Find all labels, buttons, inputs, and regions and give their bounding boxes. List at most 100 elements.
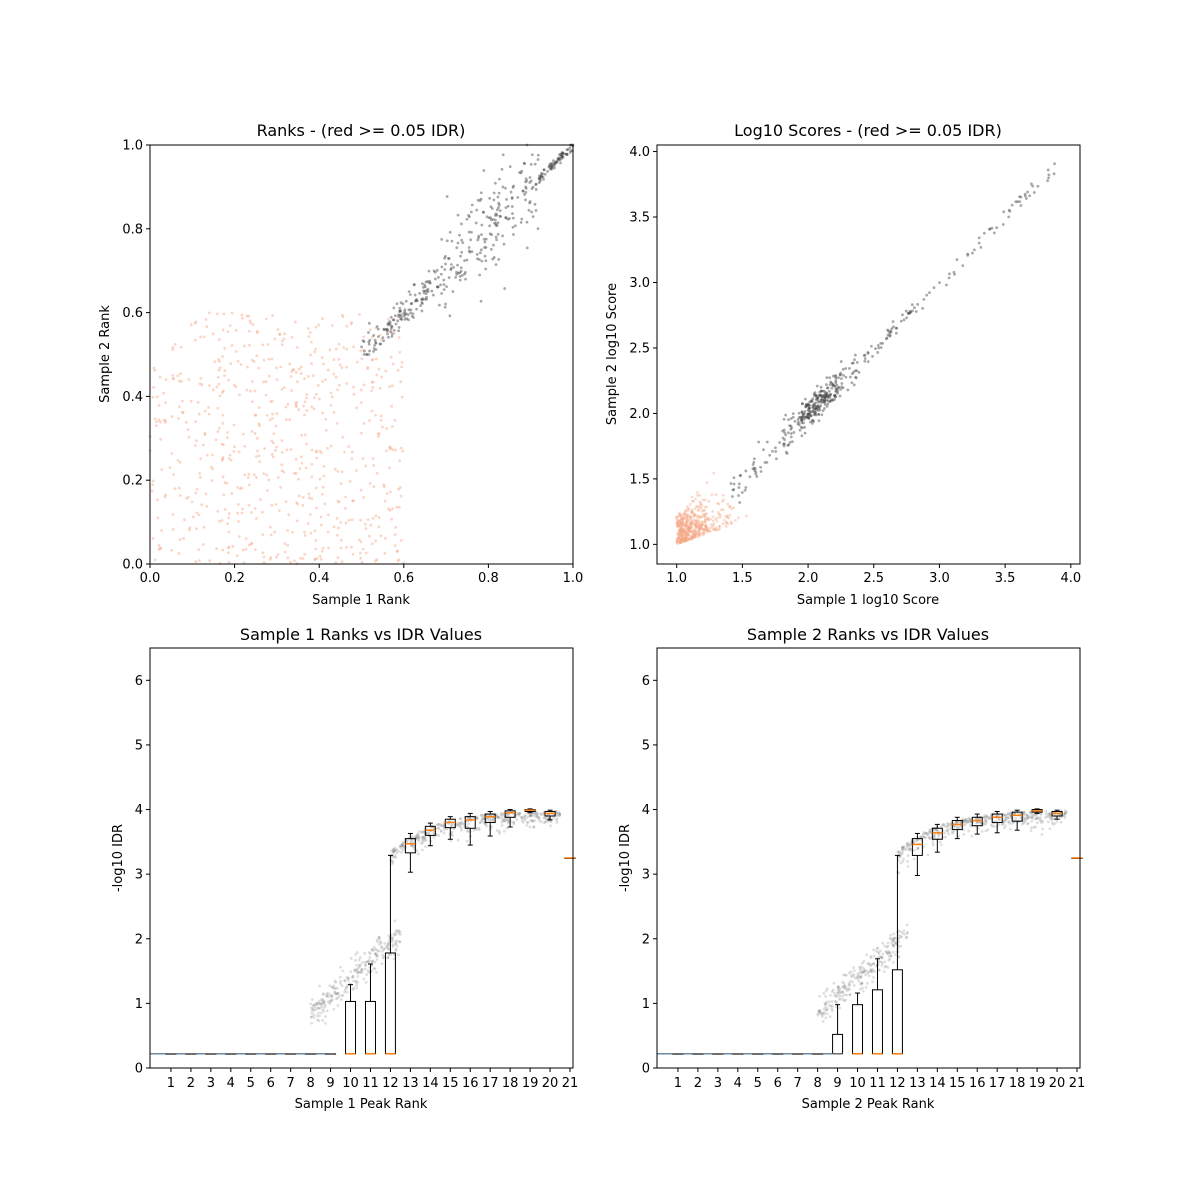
idr-point [355, 963, 359, 967]
scatter-point-red [245, 388, 249, 392]
idr-point [860, 981, 863, 985]
scatter-point-red [699, 501, 703, 505]
scatter-point-black [817, 395, 820, 398]
idr-point [505, 818, 509, 822]
idr-point [991, 824, 994, 828]
scatter-point-red [372, 464, 376, 467]
scatter-point-black [807, 416, 811, 420]
scatter-point-red [699, 523, 702, 527]
scatter-point-black [469, 238, 473, 242]
axis-ticks: 1.0 1.5 2.0 2.5 3.0 3.5 4.01.01.52.02.53.03.54… [629, 145, 1081, 586]
scatter-point-black [817, 405, 820, 409]
scatter-point-red [680, 539, 684, 543]
scatter-point-black [1047, 176, 1050, 180]
scatter-point-red [182, 537, 185, 540]
idr-point [837, 991, 841, 995]
scatter-point-black [480, 233, 483, 237]
idr-point [393, 919, 397, 923]
idr-point [396, 953, 400, 957]
idr-point [374, 952, 378, 956]
scatter-point-red [689, 516, 693, 520]
idr-point [872, 948, 875, 952]
idr-point [866, 970, 870, 974]
idr-point [390, 940, 394, 943]
scatter-point-black [367, 321, 371, 325]
scatter-point-black [797, 420, 800, 424]
scatter-point-black [834, 390, 838, 394]
scatter-point-red [374, 514, 378, 518]
scatter-point-black [902, 318, 906, 322]
scatter-point-red [318, 449, 322, 453]
scatter-point-black [1007, 208, 1011, 212]
idr-point [1030, 816, 1034, 819]
idr-point [898, 855, 902, 859]
scatter-point-red [267, 357, 271, 361]
scatter-point-red [388, 385, 391, 389]
scatter-point-red [207, 412, 211, 416]
scatter-point-red [684, 536, 687, 539]
scatter-point-black [409, 311, 413, 315]
idr-point [902, 932, 906, 936]
idr-point [914, 839, 918, 843]
scatter-point-red [715, 520, 719, 523]
idr-point [900, 931, 904, 935]
idr-point [376, 954, 379, 958]
scatter-point-red [737, 516, 740, 520]
scatter-point-black [559, 155, 563, 158]
scatter-point-red [681, 519, 684, 522]
scatter-point-red [700, 503, 704, 507]
idr-point [861, 986, 864, 990]
idr-point [963, 821, 967, 824]
idr-point [383, 947, 386, 951]
scatter-point-black [834, 389, 838, 393]
scatter-point-black [478, 199, 482, 202]
scatter-point-red [204, 317, 208, 321]
scatter-point-red [241, 548, 245, 552]
idr-point [821, 1011, 825, 1014]
x-tick-label: 2 [694, 1076, 702, 1091]
scatter-point-red [287, 513, 291, 517]
scatter-point-red [690, 526, 694, 530]
scatter-point-red [289, 560, 292, 564]
idr-point [395, 939, 399, 943]
scatter-point-red [177, 417, 180, 420]
scatter-point-black [537, 176, 541, 180]
idr-point [933, 832, 937, 836]
scatter-point-red [699, 526, 703, 530]
scatter-point-black [409, 308, 413, 312]
scatter-point-red [201, 443, 205, 447]
scatter-point-red [685, 505, 689, 509]
scatter-point-red [376, 432, 380, 436]
scatter-point-black [1046, 168, 1050, 172]
scatter-point-red [350, 518, 354, 522]
scatter-point-red [704, 527, 708, 531]
scatter-point-red [157, 418, 161, 422]
scatter-point-red [713, 527, 716, 531]
scatter-point-red [352, 392, 356, 396]
idr-point [336, 1004, 340, 1007]
scatter-point-red [204, 492, 208, 496]
scatter-point-red [680, 520, 684, 524]
scatter-point-black [905, 316, 909, 320]
scatter-point-black [808, 400, 812, 404]
scatter-point-red [683, 537, 686, 540]
idr-point [823, 1002, 827, 1005]
scatter-point-red [202, 335, 206, 339]
idr-point [397, 931, 401, 935]
scatter-point-black [456, 263, 460, 267]
idr-point [395, 944, 399, 948]
idr-point [908, 847, 911, 851]
scatter-point-red [295, 345, 299, 349]
scatter-point-black [809, 410, 812, 414]
scatter-point-black [372, 333, 376, 337]
scatter-point-black [791, 415, 795, 419]
scatter-point-black [1028, 194, 1032, 198]
idr-point [420, 830, 424, 834]
idr-point [517, 812, 521, 816]
idr-point [311, 1004, 315, 1008]
scatter-point-red [222, 443, 225, 447]
scatter-point-red [186, 428, 190, 432]
idr-point [358, 956, 362, 960]
idr-point [400, 850, 403, 854]
idr-point [888, 937, 892, 940]
